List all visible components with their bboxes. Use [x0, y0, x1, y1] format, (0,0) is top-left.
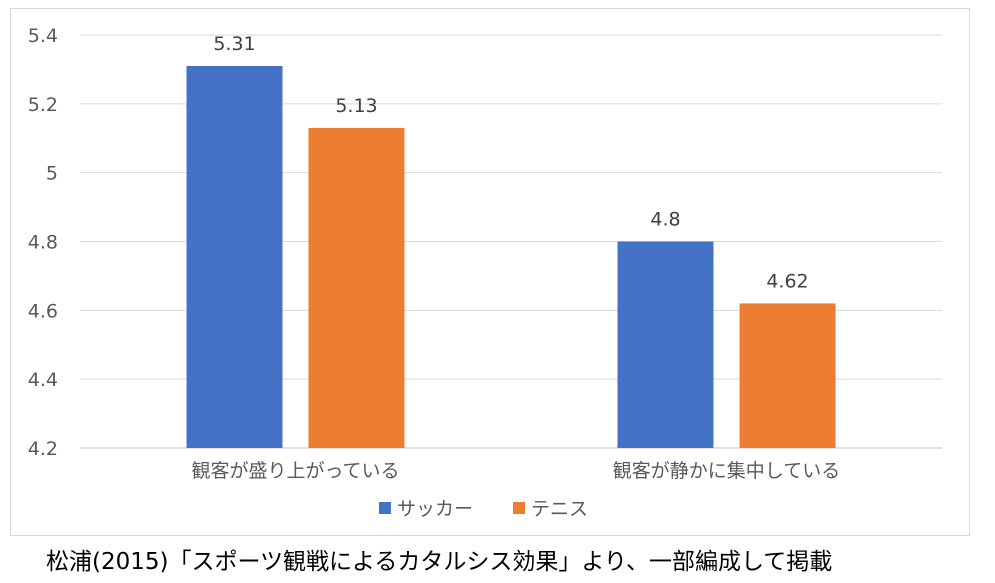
y-axis-ticks: 4.2 4.4 4.6 4.8 5 5.2 5.4 [28, 25, 58, 460]
legend: サッカー テニス [379, 498, 588, 520]
data-label: 4.8 [650, 209, 680, 231]
bar-1-0 [308, 127, 405, 449]
y-tick-label: 4.8 [28, 232, 58, 254]
y-tick-label: 4.4 [28, 369, 58, 391]
legend-swatch [379, 502, 391, 514]
bar-0-0 [186, 65, 283, 448]
y-tick-label: 4.6 [28, 300, 58, 322]
y-tick-label: 5.2 [28, 94, 58, 116]
y-tick-label: 4.2 [28, 438, 58, 460]
bars [186, 65, 836, 449]
category-label: 観客が盛り上がっている [191, 460, 399, 482]
x-axis-categories: 観客が盛り上がっている 観客が静かに集中している [191, 460, 840, 482]
bar-chart: 4.2 4.4 4.6 4.8 5 5.2 5.4 5.31 5.13 4.8 4.62 観客が盛… [28, 25, 942, 520]
legend-label: サッカー [397, 498, 473, 520]
bar-1-1 [739, 303, 836, 448]
data-label: 4.62 [766, 270, 808, 292]
data-labels: 5.31 5.13 4.8 4.62 [213, 33, 808, 292]
data-label: 5.13 [335, 95, 377, 117]
source-caption: 松浦(2015)「スポーツ観戦によるカタルシス効果」より、一部編成して掲載 [46, 549, 833, 575]
bar-0-1 [617, 241, 714, 448]
data-label: 5.31 [213, 33, 255, 55]
category-label: 観客が静かに集中している [613, 460, 840, 482]
y-tick-label: 5 [46, 163, 58, 185]
y-tick-label: 5.4 [28, 25, 58, 47]
legend-label: テニス [531, 498, 588, 520]
legend-swatch [513, 502, 525, 514]
